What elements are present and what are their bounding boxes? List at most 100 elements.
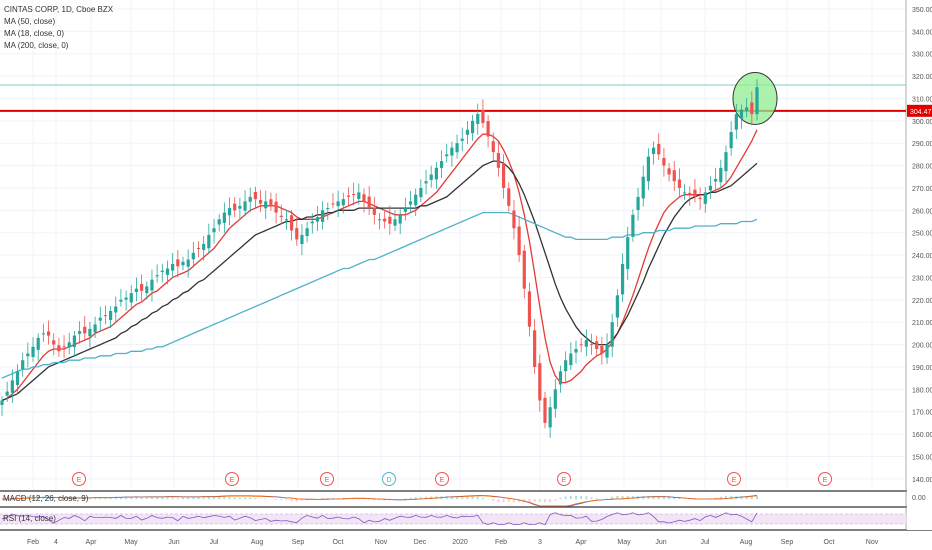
- event-label[interactable]: E: [823, 477, 828, 484]
- price-tag[interactable]: 304.47: [910, 109, 932, 116]
- price-tick-label[interactable]: 290.00: [912, 141, 932, 148]
- price-tick-label[interactable]: 230.00: [912, 275, 932, 282]
- price-axis[interactable]: 140.00 150.00 160.00 170.00 180.00 190.00 200.…: [907, 0, 932, 530]
- time-tick-label[interactable]: Oct: [824, 539, 835, 546]
- event-label[interactable]: D: [386, 477, 391, 484]
- event-marker-E[interactable]: [727, 472, 741, 486]
- candle-body: [688, 192, 692, 195]
- price-tick-label[interactable]: 250.00: [912, 231, 932, 238]
- candle-body: [470, 120, 475, 134]
- macd-bar: [176, 498, 179, 500]
- chart-title[interactable]: CINTAS CORP, 1D, Cboe BZX: [4, 5, 114, 14]
- macd-bar: [383, 499, 386, 501]
- macd-bar: [21, 496, 24, 500]
- candle-body: [238, 205, 242, 209]
- time-tick-label[interactable]: May: [617, 539, 631, 546]
- macd-bar: [373, 499, 376, 501]
- price-tick-label[interactable]: 170.00: [912, 410, 932, 417]
- macd-bar: [161, 497, 164, 500]
- price-tick-label[interactable]: 160.00: [912, 432, 932, 439]
- price-tick-label[interactable]: 350.00: [912, 7, 932, 14]
- price-tick-label[interactable]: 340.00: [912, 29, 932, 36]
- candle-body: [5, 391, 9, 396]
- time-axis[interactable]: Feb 4 Apr May Jun Jul Aug Sep Oct Nov Dec 2020 Feb 3 A…: [27, 539, 879, 546]
- candle-body: [502, 162, 506, 188]
- candle-body: [140, 284, 144, 291]
- time-tick-label[interactable]: Jul: [701, 539, 710, 546]
- time-tick-label[interactable]: Aug: [251, 539, 264, 546]
- macd-bar: [445, 496, 448, 500]
- event-label[interactable]: E: [440, 477, 445, 484]
- candle-body: [217, 219, 221, 225]
- price-tick-label[interactable]: 210.00: [912, 320, 932, 327]
- candle-body: [615, 295, 619, 318]
- macd-bar: [518, 499, 521, 503]
- event-marker-E[interactable]: [320, 472, 334, 486]
- time-tick-label[interactable]: Feb: [27, 539, 39, 546]
- price-tick-label[interactable]: 320.00: [912, 74, 932, 81]
- time-tick-label[interactable]: Nov: [375, 539, 388, 546]
- price-tick-label[interactable]: 190.00: [912, 365, 932, 372]
- candle-body: [279, 215, 283, 218]
- event-marker-E[interactable]: [818, 472, 832, 486]
- time-tick-label[interactable]: Apr: [86, 539, 98, 546]
- event-marker-E[interactable]: [225, 472, 239, 486]
- time-tick-label[interactable]: Jul: [210, 539, 219, 546]
- candle-body: [408, 201, 413, 205]
- macd-label[interactable]: MACD (12, 26, close, 9): [3, 494, 89, 503]
- event-label[interactable]: E: [77, 477, 82, 484]
- time-tick-label[interactable]: May: [124, 539, 138, 546]
- candle-body: [326, 208, 330, 210]
- event-marker-E[interactable]: [557, 472, 571, 486]
- macd-bar: [192, 497, 195, 500]
- time-tick-label[interactable]: 4: [54, 539, 58, 546]
- legend-ma200[interactable]: MA (200, close, 0): [4, 41, 69, 50]
- time-tick-label[interactable]: Sep: [781, 539, 794, 546]
- price-tick-label[interactable]: 140.00: [912, 477, 932, 484]
- event-label[interactable]: E: [325, 477, 330, 484]
- macd-bar: [528, 499, 531, 503]
- price-tick-label[interactable]: 200.00: [912, 343, 932, 350]
- macd-zero-label[interactable]: 0.00: [912, 495, 926, 502]
- event-marker-D[interactable]: [382, 472, 396, 486]
- legend-ma50[interactable]: MA (50, close): [4, 17, 56, 26]
- time-tick-label[interactable]: Apr: [576, 539, 588, 546]
- macd-bar: [512, 499, 515, 503]
- legend-ma18[interactable]: MA (18, close, 0): [4, 29, 65, 38]
- price-tick-label[interactable]: 180.00: [912, 387, 932, 394]
- event-label[interactable]: E: [230, 477, 235, 484]
- time-tick-label[interactable]: Oct: [333, 539, 344, 546]
- event-label[interactable]: E: [732, 477, 737, 484]
- price-tick-label[interactable]: 240.00: [912, 253, 932, 260]
- price-tick-label[interactable]: 330.00: [912, 52, 932, 59]
- time-tick-label[interactable]: 3: [538, 539, 542, 546]
- price-tick-label[interactable]: 220.00: [912, 298, 932, 305]
- time-tick-label[interactable]: Aug: [740, 539, 753, 546]
- candle-body: [253, 191, 257, 200]
- time-tick-label[interactable]: Nov: [866, 539, 879, 546]
- time-tick-label[interactable]: Dec: [414, 539, 427, 546]
- event-marker-E[interactable]: [435, 472, 449, 486]
- candle-body: [341, 199, 345, 206]
- candle-body: [212, 228, 216, 233]
- time-tick-label[interactable]: Sep: [292, 539, 305, 546]
- price-tick-label[interactable]: 150.00: [912, 454, 932, 461]
- time-tick-label[interactable]: Jun: [168, 539, 179, 546]
- candle-body: [269, 199, 273, 206]
- candle-body: [83, 326, 87, 334]
- time-tick-label[interactable]: Feb: [495, 539, 507, 546]
- candle-body: [160, 270, 164, 273]
- event-marker-E[interactable]: [72, 472, 86, 486]
- macd-bar: [497, 499, 500, 503]
- macd-bar: [642, 496, 645, 500]
- price-tick-label[interactable]: 300.00: [912, 119, 932, 126]
- price-tick-label[interactable]: 310.00: [912, 96, 932, 103]
- event-label[interactable]: E: [562, 477, 567, 484]
- price-tick-label[interactable]: 260.00: [912, 208, 932, 215]
- rsi-label[interactable]: RSI (14, close): [3, 514, 56, 523]
- price-tick-label[interactable]: 280.00: [912, 164, 932, 171]
- time-tick-label[interactable]: Jun: [655, 539, 666, 546]
- time-tick-label[interactable]: 2020: [452, 539, 468, 546]
- price-tick-label[interactable]: 270.00: [912, 186, 932, 193]
